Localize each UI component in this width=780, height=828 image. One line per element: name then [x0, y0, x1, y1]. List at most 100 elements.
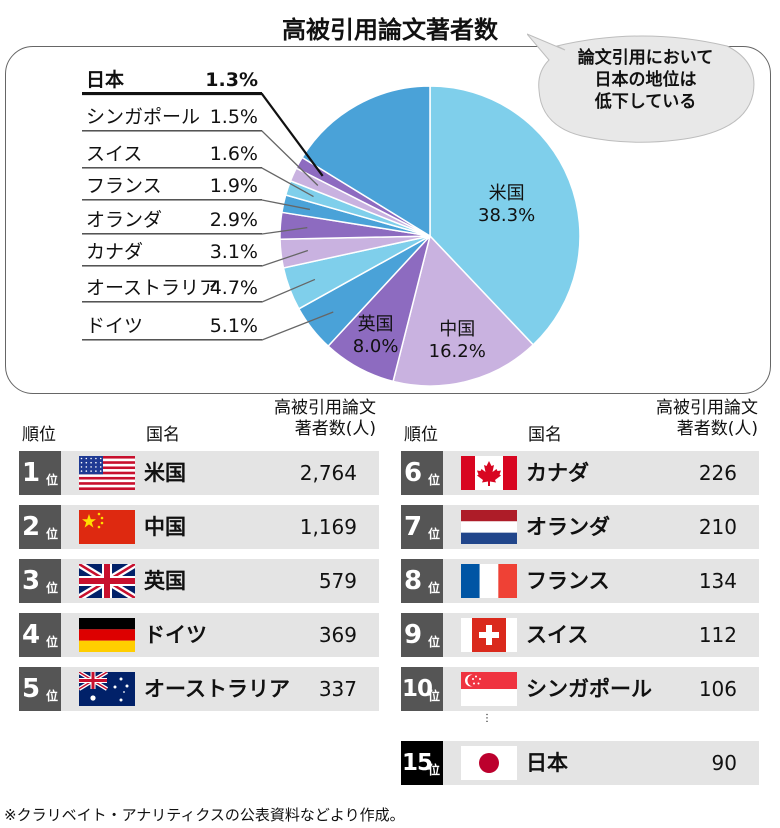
- legend-item: スイス 1.6%: [82, 140, 262, 168]
- author-count: 90: [711, 751, 737, 775]
- rank-number: 7: [404, 512, 422, 542]
- rank-suffix: 位: [45, 527, 58, 541]
- jp-flag-icon: [461, 746, 517, 780]
- author-count: 1,169: [299, 515, 357, 539]
- leader-line: [82, 226, 308, 235]
- au-flag-icon: [79, 672, 135, 706]
- table-row: 5 位 オーストラリア 337: [19, 667, 379, 711]
- rank-number: 4: [22, 620, 40, 650]
- chart-title: 高被引用論文著者数: [282, 16, 498, 44]
- bubble-line: 日本の地位は: [594, 70, 697, 90]
- footnote: ※クラリベイト・アナリティクスの公表資料などより作成。: [4, 806, 405, 824]
- rank-number: 2: [22, 512, 40, 542]
- pie-slice: [392, 234, 535, 387]
- table-row: 8 位 フランス 134: [401, 559, 759, 603]
- legend-value: 2.9%: [209, 209, 258, 231]
- author-count: 210: [698, 515, 737, 539]
- pie-slice: [429, 85, 581, 346]
- legend-name: オーストラリア: [86, 277, 219, 299]
- fr-flag-icon: [461, 564, 517, 598]
- leader-line: [82, 278, 316, 303]
- header-value-right: 高被引用論文 著者数(人): [648, 398, 758, 440]
- bubble-text: 論文引用において 日本の地位は 低下している: [548, 47, 743, 113]
- rank-number: 9: [404, 620, 422, 650]
- country-name: オランダ: [526, 515, 610, 539]
- legend-value: 1.3%: [205, 69, 258, 91]
- leader-line: [82, 167, 314, 198]
- header-value-line2: 著者数(人): [676, 419, 758, 439]
- rank-suffix: 位: [45, 581, 58, 595]
- us-flag-icon: [79, 456, 135, 490]
- table-row: 1 位 米国 2,764: [19, 451, 379, 495]
- legend-name: オランダ: [86, 209, 163, 231]
- header-rank-left: 順位: [22, 425, 56, 445]
- header-value-line1: 高被引用論文: [656, 398, 758, 418]
- legend-name: シンガポール: [86, 106, 201, 128]
- table-row: 10 位 シンガポール 106: [401, 667, 759, 711]
- legend-value: 1.9%: [209, 175, 258, 197]
- country-name: スイス: [526, 623, 589, 647]
- ca-flag-icon: [461, 456, 517, 490]
- country-name: シンガポール: [526, 677, 652, 701]
- rank-number: 3: [22, 566, 40, 596]
- header-country-right: 国名: [528, 425, 562, 445]
- legend-item: フランス 1.9%: [82, 172, 262, 200]
- leader-line: [82, 130, 319, 186]
- legend-name: スイス: [86, 143, 143, 165]
- header-value-line1: 高被引用論文: [274, 398, 376, 418]
- legend-name: フランス: [86, 175, 162, 197]
- country-name: 米国: [144, 461, 186, 485]
- rank-number: 5: [22, 674, 40, 704]
- rank-number: 6: [404, 458, 422, 488]
- table-row: 2 位 中国 1,169: [19, 505, 379, 549]
- table-row: 15 位 日本 90: [401, 741, 759, 785]
- rank-suffix: 位: [45, 635, 58, 649]
- leader-line: [82, 311, 334, 341]
- de-flag-icon: [79, 618, 135, 652]
- table-row: 9 位 スイス 112: [401, 613, 759, 657]
- legend-name: ドイツ: [86, 315, 144, 337]
- author-count: 337: [318, 677, 357, 701]
- header-value-left: 高被引用論文 著者数(人): [266, 398, 376, 440]
- slice-name: 米国: [488, 183, 525, 205]
- pie-slice-label: 米国 38.3%: [467, 183, 547, 227]
- rank-number: 8: [404, 566, 422, 596]
- legend-item: オランダ 2.9%: [82, 206, 262, 234]
- country-name: 中国: [144, 515, 186, 539]
- pie-slice: [301, 85, 431, 238]
- leader-line: [82, 199, 311, 211]
- bubble-line: 低下している: [594, 92, 697, 112]
- header-value-line2: 著者数(人): [294, 419, 376, 439]
- rank-suffix: 位: [45, 689, 58, 703]
- slice-value: 16.2%: [428, 340, 486, 362]
- rank-suffix: 位: [427, 581, 440, 595]
- legend-value: 4.7%: [209, 277, 258, 299]
- author-count: 579: [318, 569, 357, 593]
- slice-name: 中国: [439, 318, 476, 340]
- legend-value: 1.5%: [209, 106, 258, 128]
- pie-slice-label: 中国 16.2%: [417, 319, 497, 363]
- cn-flag-icon: [79, 510, 135, 544]
- country-name: 英国: [144, 569, 186, 593]
- rank-suffix: 位: [427, 635, 440, 649]
- pie-chart: [82, 85, 581, 387]
- author-count: 134: [698, 569, 737, 593]
- rank-suffix: 位: [427, 527, 440, 541]
- legend-name: カナダ: [86, 241, 144, 263]
- nl-flag-icon: [461, 510, 517, 544]
- country-name: フランス: [526, 569, 610, 593]
- legend-item: シンガポール 1.5%: [82, 103, 262, 131]
- country-name: 日本: [526, 751, 568, 775]
- legend-value: 1.6%: [209, 143, 258, 165]
- slice-value: 8.0%: [352, 336, 399, 358]
- rank-badge: 15 位: [401, 741, 443, 785]
- slice-value: 38.3%: [478, 205, 536, 227]
- ellipsis: ⋮: [482, 713, 492, 724]
